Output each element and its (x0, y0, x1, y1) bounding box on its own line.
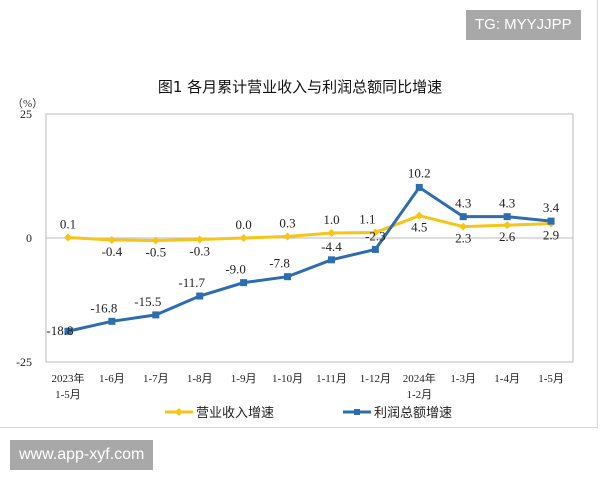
data-point-marker (239, 234, 248, 242)
data-label: 0.3 (279, 216, 295, 231)
data-label: 1.0 (323, 212, 339, 227)
data-label: 4.3 (499, 196, 515, 211)
data-label: 10.2 (408, 165, 431, 180)
legend-marker (175, 408, 183, 416)
data-label: -16.8 (90, 300, 117, 315)
data-label: 0.0 (236, 217, 252, 232)
data-label: -7.8 (269, 256, 290, 271)
series-line-profit (67, 185, 552, 333)
data-label: -0.4 (102, 244, 123, 259)
data-point-marker (547, 217, 555, 225)
data-label: -11.7 (178, 275, 205, 290)
x-tick-label: 1-12月 (360, 373, 391, 385)
data-label: 2.3 (455, 231, 471, 246)
legend-label: 营业收入增速 (196, 406, 274, 421)
data-label: 1.1 (359, 212, 375, 227)
data-label: 2.9 (543, 228, 559, 243)
data-point-marker (415, 183, 423, 191)
data-label: -0.3 (189, 243, 210, 258)
legend-marker (354, 409, 360, 415)
y-axis-unit: （%） (12, 97, 43, 110)
watermark-bottom: www.app-xyf.com (10, 440, 154, 470)
x-tick-label: 2024年 (403, 371, 436, 385)
data-point-marker (151, 236, 160, 245)
x-tick-label: 1-3月 (450, 373, 476, 385)
data-point-marker (195, 235, 204, 244)
data-label: 2.6 (499, 229, 516, 244)
data-point-marker (64, 327, 72, 335)
x-tick-label: 1-8月 (187, 373, 213, 385)
data-label: -18.8 (46, 323, 73, 338)
data-point-marker (240, 279, 248, 287)
x-tick-label: 1-2月 (406, 389, 432, 401)
data-label: 4.5 (411, 220, 427, 235)
data-point-marker (371, 228, 380, 237)
data-label: -4.4 (321, 239, 342, 254)
legend-label: 利润总额增速 (374, 406, 452, 421)
x-tick-label: 2023年 (51, 371, 84, 385)
y-tick-label: 0 (26, 231, 32, 245)
data-point-marker (459, 213, 467, 221)
series-line-revenue (67, 214, 552, 242)
watermark-top: TG: MYYJJPP (466, 10, 581, 40)
x-tick-label: 1-6月 (99, 373, 125, 385)
data-point-marker (108, 317, 116, 325)
data-point-marker (459, 222, 468, 231)
data-point-marker (152, 311, 160, 319)
data-point-marker (371, 245, 379, 253)
y-tick-label: -25 (16, 355, 32, 369)
data-point-marker (196, 292, 204, 300)
y-tick-label: 25 (20, 107, 32, 121)
data-point-marker (415, 211, 424, 220)
x-tick-label: 1-5月 (55, 389, 81, 401)
data-label: 0.1 (60, 217, 76, 232)
x-tick-label: 1-9月 (231, 373, 257, 385)
data-point-marker (283, 232, 292, 241)
data-point-marker (107, 235, 116, 244)
data-label: 4.3 (455, 196, 471, 211)
x-tick-label: 1-11月 (316, 373, 347, 385)
chart-title: 图1 各月累计营业收入与利润总额同比增速 (157, 78, 443, 96)
data-point-marker (284, 273, 292, 281)
data-label: 3.4 (543, 200, 560, 215)
data-point-marker (503, 221, 512, 230)
data-point-marker (503, 213, 511, 221)
x-tick-label: 1-10月 (272, 373, 303, 385)
data-label: -0.5 (145, 244, 166, 259)
x-tick-label: 1-7月 (143, 373, 169, 385)
data-label: -9.0 (225, 262, 246, 277)
data-label: -15.5 (134, 294, 161, 309)
data-point-marker (63, 233, 72, 242)
x-tick-label: 1-4月 (494, 373, 520, 385)
data-point-marker (327, 256, 335, 264)
x-tick-label: 1-5月 (538, 373, 564, 385)
data-label: -2.3 (365, 228, 386, 243)
data-point-marker (327, 229, 336, 238)
chart-frame (0, 0, 598, 428)
